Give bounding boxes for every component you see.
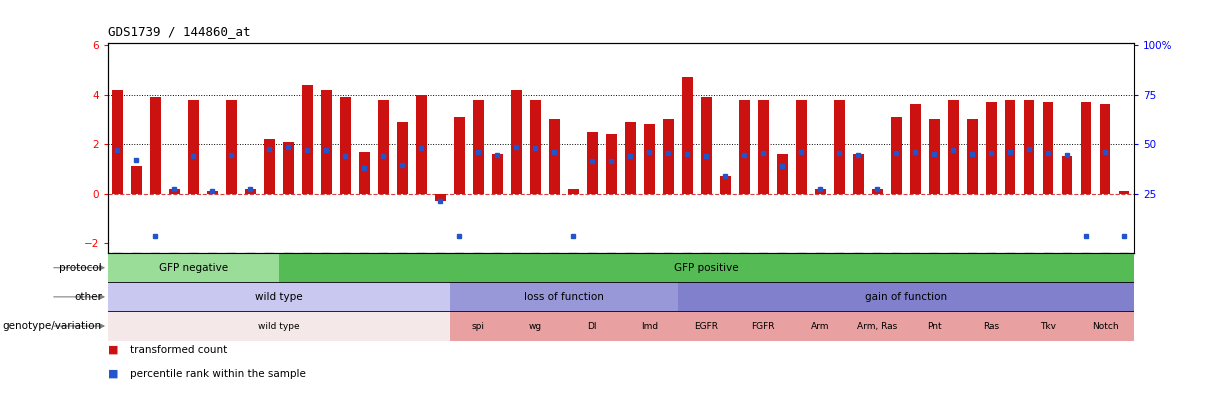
- Bar: [677, 282, 1134, 311]
- Bar: [1020, 311, 1077, 341]
- Bar: [677, 311, 735, 341]
- Bar: [108, 311, 450, 341]
- Bar: [929, 119, 940, 194]
- Bar: [791, 311, 849, 341]
- Text: protocol: protocol: [59, 263, 102, 273]
- Bar: [906, 311, 963, 341]
- Text: gain of function: gain of function: [865, 292, 947, 302]
- Bar: [436, 194, 445, 201]
- Bar: [564, 311, 621, 341]
- Text: Tkv: Tkv: [1040, 322, 1056, 330]
- Text: ■: ■: [108, 345, 119, 355]
- Bar: [588, 132, 598, 194]
- Bar: [948, 100, 958, 194]
- Bar: [1081, 102, 1092, 194]
- Bar: [507, 311, 564, 341]
- Bar: [644, 124, 654, 194]
- Text: Arm, Ras: Arm, Ras: [858, 322, 897, 330]
- Text: GDS1739 / 144860_at: GDS1739 / 144860_at: [108, 26, 250, 38]
- Bar: [1005, 100, 1016, 194]
- Bar: [621, 311, 677, 341]
- Text: Imd: Imd: [640, 322, 658, 330]
- Bar: [849, 311, 906, 341]
- Bar: [1063, 156, 1072, 194]
- Text: other: other: [74, 292, 102, 302]
- Bar: [360, 151, 369, 194]
- Bar: [550, 119, 560, 194]
- Bar: [796, 100, 806, 194]
- Bar: [987, 102, 996, 194]
- Bar: [302, 85, 313, 194]
- Text: GFP positive: GFP positive: [674, 263, 739, 273]
- Bar: [682, 77, 692, 194]
- Bar: [1119, 191, 1130, 194]
- Bar: [606, 134, 617, 194]
- Bar: [283, 142, 293, 194]
- Text: genotype/variation: genotype/variation: [2, 321, 102, 331]
- Text: wild type: wild type: [258, 322, 299, 330]
- Text: Notch: Notch: [1092, 322, 1119, 330]
- Text: transformed count: transformed count: [130, 345, 227, 355]
- Text: percentile rank within the sample: percentile rank within the sample: [130, 369, 306, 379]
- Text: wild type: wild type: [255, 292, 303, 302]
- Bar: [910, 104, 920, 194]
- Bar: [1101, 104, 1110, 194]
- Bar: [512, 90, 521, 194]
- Bar: [416, 94, 427, 194]
- Bar: [169, 189, 179, 194]
- Bar: [815, 189, 826, 194]
- Bar: [492, 154, 503, 194]
- Bar: [891, 117, 902, 194]
- Bar: [398, 122, 407, 194]
- Bar: [321, 90, 331, 194]
- Text: spi: spi: [472, 322, 485, 330]
- Bar: [1077, 311, 1134, 341]
- Bar: [853, 154, 864, 194]
- Bar: [226, 100, 237, 194]
- Bar: [663, 119, 674, 194]
- Bar: [378, 100, 389, 194]
- Bar: [188, 100, 199, 194]
- Bar: [872, 189, 882, 194]
- Bar: [450, 311, 507, 341]
- Bar: [530, 100, 541, 194]
- Bar: [777, 154, 788, 194]
- Bar: [625, 122, 636, 194]
- Bar: [967, 119, 978, 194]
- Bar: [739, 100, 750, 194]
- Bar: [834, 100, 844, 194]
- Bar: [264, 139, 275, 194]
- Bar: [474, 100, 483, 194]
- Text: loss of function: loss of function: [524, 292, 604, 302]
- Bar: [279, 253, 1134, 282]
- Bar: [112, 90, 123, 194]
- Text: GFP negative: GFP negative: [158, 263, 228, 273]
- Bar: [568, 189, 579, 194]
- Bar: [720, 176, 730, 194]
- Bar: [963, 311, 1020, 341]
- Bar: [701, 97, 712, 194]
- Bar: [735, 311, 791, 341]
- Text: ■: ■: [108, 369, 119, 379]
- Bar: [108, 282, 450, 311]
- Text: Ras: Ras: [983, 322, 999, 330]
- Bar: [108, 253, 279, 282]
- Text: FGFR: FGFR: [752, 322, 775, 330]
- Text: Dl: Dl: [588, 322, 598, 330]
- Text: wg: wg: [529, 322, 542, 330]
- Bar: [131, 166, 141, 194]
- Text: Pnt: Pnt: [926, 322, 941, 330]
- Bar: [450, 282, 677, 311]
- Bar: [340, 97, 351, 194]
- Bar: [454, 117, 465, 194]
- Bar: [1043, 102, 1054, 194]
- Text: Arm: Arm: [811, 322, 829, 330]
- Bar: [758, 100, 768, 194]
- Bar: [207, 191, 217, 194]
- Bar: [245, 189, 255, 194]
- Bar: [1025, 100, 1034, 194]
- Bar: [150, 97, 161, 194]
- Text: EGFR: EGFR: [694, 322, 718, 330]
